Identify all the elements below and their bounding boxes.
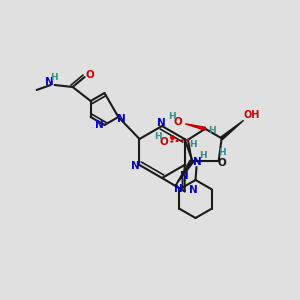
Text: H: H — [154, 132, 162, 141]
Text: O: O — [160, 137, 168, 147]
Polygon shape — [185, 124, 206, 130]
Text: O: O — [217, 158, 226, 168]
Text: N: N — [180, 171, 189, 181]
Text: N: N — [95, 120, 104, 130]
Text: N: N — [45, 77, 54, 87]
Text: H: H — [168, 112, 176, 121]
Text: H: H — [199, 152, 206, 160]
Text: O: O — [85, 70, 94, 80]
Text: H: H — [218, 148, 225, 157]
Text: H: H — [189, 140, 197, 149]
Text: OH: OH — [244, 110, 260, 120]
Text: N: N — [189, 185, 198, 195]
Polygon shape — [175, 160, 194, 186]
Text: N: N — [117, 114, 126, 124]
Text: N: N — [131, 161, 140, 171]
Text: N: N — [193, 157, 202, 167]
Text: O: O — [174, 117, 183, 127]
Text: H: H — [208, 126, 216, 135]
Polygon shape — [221, 120, 244, 140]
Text: N: N — [174, 184, 183, 194]
Text: H: H — [50, 73, 57, 82]
Text: N: N — [157, 118, 165, 128]
